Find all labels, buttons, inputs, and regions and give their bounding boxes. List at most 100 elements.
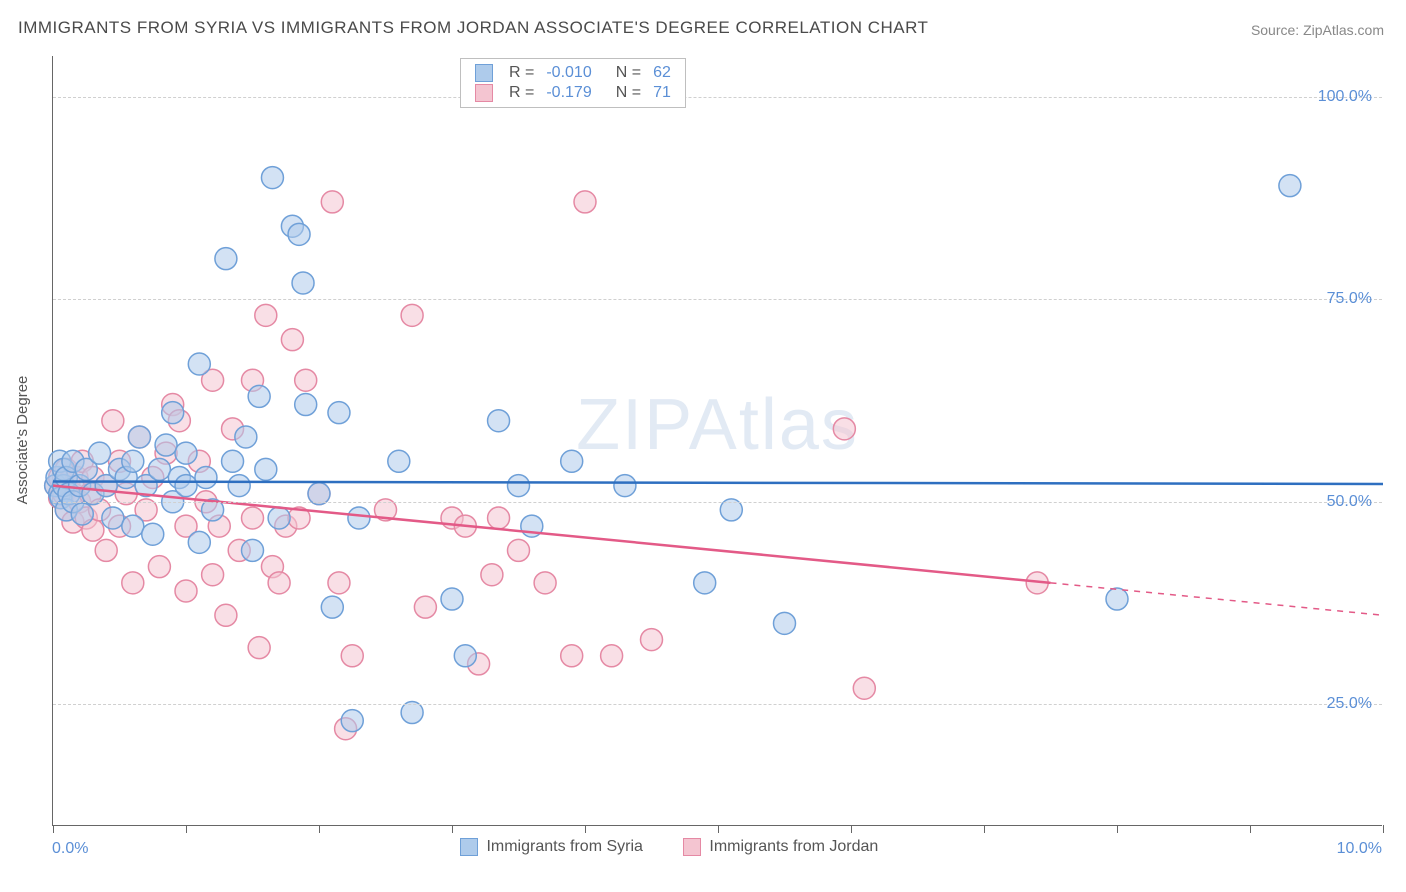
series-legend: Immigrants from Syria Immigrants from Jo… bbox=[460, 838, 918, 856]
legend-swatch bbox=[475, 64, 493, 82]
x-tick bbox=[718, 825, 719, 833]
source-label: Source: ZipAtlas.com bbox=[1251, 22, 1384, 38]
data-point bbox=[441, 588, 463, 610]
data-point bbox=[601, 645, 623, 667]
y-tick-label: 25.0% bbox=[1327, 695, 1372, 713]
data-point bbox=[268, 572, 290, 594]
data-point bbox=[508, 539, 530, 561]
x-min-label: 0.0% bbox=[52, 840, 88, 858]
data-point bbox=[148, 458, 170, 480]
data-point bbox=[414, 596, 436, 618]
legend-label: Immigrants from Syria bbox=[486, 838, 642, 855]
data-point bbox=[388, 450, 410, 472]
data-point bbox=[202, 564, 224, 586]
legend-swatch bbox=[475, 84, 493, 102]
x-tick bbox=[984, 825, 985, 833]
data-point bbox=[321, 191, 343, 213]
data-point bbox=[268, 507, 290, 529]
data-point bbox=[122, 515, 144, 537]
data-point bbox=[561, 645, 583, 667]
y-axis-title: Associate's Degree bbox=[14, 376, 31, 505]
data-point bbox=[235, 426, 257, 448]
data-point bbox=[288, 223, 310, 245]
data-point bbox=[122, 572, 144, 594]
data-point bbox=[248, 637, 270, 659]
data-point bbox=[215, 604, 237, 626]
r-label: R = bbox=[503, 63, 540, 83]
data-point bbox=[175, 475, 197, 497]
data-point bbox=[188, 531, 210, 553]
data-point bbox=[248, 385, 270, 407]
data-point bbox=[328, 402, 350, 424]
data-point bbox=[175, 580, 197, 602]
trend-line-extrapolated bbox=[1051, 583, 1384, 615]
r-value: -0.179 bbox=[540, 83, 597, 103]
chart-title: IMMIGRANTS FROM SYRIA VS IMMIGRANTS FROM… bbox=[18, 18, 928, 38]
gridline bbox=[53, 97, 1382, 98]
x-tick bbox=[1250, 825, 1251, 833]
data-point bbox=[328, 572, 350, 594]
data-point bbox=[853, 677, 875, 699]
x-tick bbox=[1383, 825, 1384, 833]
data-point bbox=[295, 369, 317, 391]
data-point bbox=[281, 329, 303, 351]
r-label: R = bbox=[503, 83, 540, 103]
n-value: 71 bbox=[647, 83, 677, 103]
legend-row: R =-0.179 N =71 bbox=[469, 83, 677, 103]
data-point bbox=[481, 564, 503, 586]
data-point bbox=[261, 167, 283, 189]
x-tick bbox=[319, 825, 320, 833]
data-point bbox=[321, 596, 343, 618]
data-point bbox=[255, 304, 277, 326]
data-point bbox=[488, 507, 510, 529]
legend-swatch bbox=[683, 838, 701, 856]
data-point bbox=[155, 434, 177, 456]
data-point bbox=[1106, 588, 1128, 610]
data-point bbox=[255, 458, 277, 480]
legend-swatch bbox=[460, 838, 478, 856]
data-point bbox=[561, 450, 583, 472]
x-tick bbox=[585, 825, 586, 833]
data-point bbox=[508, 475, 530, 497]
data-point bbox=[148, 556, 170, 578]
y-tick-label: 75.0% bbox=[1327, 290, 1372, 308]
data-point bbox=[102, 410, 124, 432]
data-point bbox=[614, 475, 636, 497]
r-value: -0.010 bbox=[540, 63, 597, 83]
legend-item: Immigrants from Syria bbox=[460, 838, 643, 856]
x-tick bbox=[53, 825, 54, 833]
y-tick-label: 50.0% bbox=[1327, 493, 1372, 511]
data-point bbox=[242, 507, 264, 529]
data-point bbox=[102, 507, 124, 529]
x-max-label: 10.0% bbox=[1337, 840, 1382, 858]
data-point bbox=[228, 475, 250, 497]
data-point bbox=[488, 410, 510, 432]
data-point bbox=[195, 466, 217, 488]
n-label: N = bbox=[610, 83, 647, 103]
legend-label: Immigrants from Jordan bbox=[709, 838, 878, 855]
data-point bbox=[188, 353, 210, 375]
trend-line bbox=[53, 482, 1383, 484]
data-point bbox=[71, 503, 93, 525]
gridline bbox=[53, 299, 1382, 300]
x-tick bbox=[186, 825, 187, 833]
legend-row: R =-0.010 N =62 bbox=[469, 63, 677, 83]
correlation-table: R =-0.010 N =62 R =-0.179 N =71 bbox=[469, 63, 677, 103]
data-point bbox=[242, 539, 264, 561]
plot-area: ZIPAtlas 25.0%50.0%75.0%100.0% bbox=[52, 56, 1382, 826]
data-point bbox=[175, 442, 197, 464]
data-point bbox=[162, 402, 184, 424]
gridline bbox=[53, 704, 1382, 705]
n-label: N = bbox=[610, 63, 647, 83]
data-point bbox=[292, 272, 314, 294]
data-point bbox=[694, 572, 716, 594]
data-point bbox=[128, 426, 150, 448]
n-value: 62 bbox=[647, 63, 677, 83]
data-point bbox=[215, 248, 237, 270]
data-point bbox=[341, 645, 363, 667]
data-point bbox=[348, 507, 370, 529]
x-tick bbox=[452, 825, 453, 833]
data-point bbox=[295, 394, 317, 416]
data-point bbox=[774, 612, 796, 634]
data-point bbox=[534, 572, 556, 594]
